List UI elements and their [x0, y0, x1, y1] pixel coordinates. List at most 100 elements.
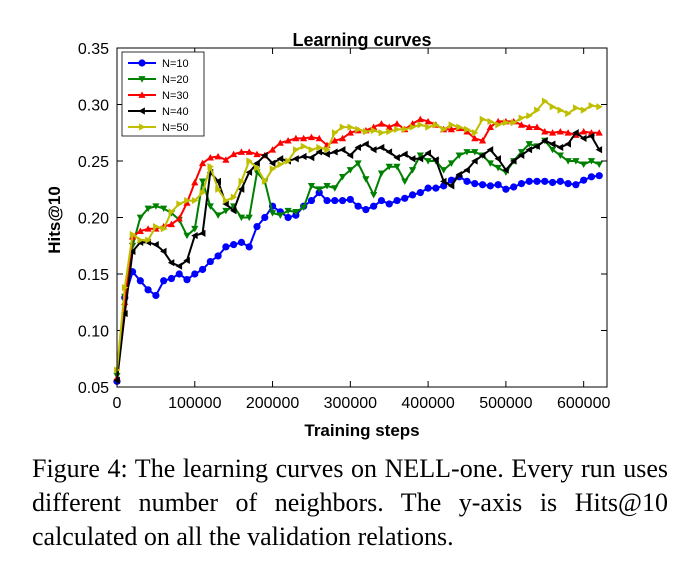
legend-marker — [139, 123, 146, 131]
data-point — [587, 173, 596, 181]
data-point — [145, 236, 152, 244]
data-point — [128, 247, 136, 255]
data-point — [564, 180, 572, 188]
data-point — [478, 137, 487, 144]
data-point — [596, 103, 603, 111]
data-point — [214, 252, 222, 260]
data-point — [223, 196, 230, 205]
data-point — [237, 185, 245, 193]
data-point — [517, 121, 526, 128]
data-point — [261, 177, 269, 185]
data-point — [377, 143, 385, 152]
y-tick-label: 0.05 — [78, 380, 109, 397]
data-point — [433, 121, 440, 129]
data-point — [471, 129, 479, 137]
data-point — [253, 150, 261, 158]
data-point — [198, 178, 207, 185]
data-point — [486, 182, 494, 190]
legend-marker — [138, 76, 146, 83]
data-point — [136, 227, 144, 234]
data-point — [339, 123, 347, 131]
data-point — [253, 159, 260, 167]
data-point — [385, 163, 393, 171]
data-point — [167, 274, 176, 283]
data-point — [331, 129, 339, 137]
data-point — [533, 177, 541, 185]
data-point — [464, 125, 471, 133]
data-point — [324, 146, 331, 154]
data-point — [385, 148, 393, 156]
data-point — [401, 125, 409, 133]
y-tick-label: 0.30 — [78, 98, 109, 115]
data-point — [525, 146, 533, 154]
data-point — [346, 129, 354, 136]
data-point — [565, 109, 572, 118]
data-point — [121, 309, 128, 318]
data-point — [129, 230, 137, 239]
data-point — [408, 155, 416, 163]
y-axis-label: Hits@10 — [45, 186, 64, 254]
data-point — [463, 177, 471, 185]
data-point — [440, 167, 448, 174]
data-point — [144, 286, 152, 294]
data-point — [230, 150, 238, 158]
series-line — [116, 131, 601, 381]
data-point — [548, 146, 557, 154]
data-point — [525, 177, 533, 185]
x-tick-label: 400000 — [401, 395, 454, 412]
data-point — [136, 277, 144, 285]
data-point — [541, 128, 549, 135]
plot-frame — [116, 47, 608, 388]
data-point — [160, 225, 168, 233]
data-point — [463, 166, 470, 174]
data-point — [346, 151, 354, 159]
figure-caption: Figure 4: The learning curves on NELL-on… — [32, 454, 668, 551]
plot-area: 0 100000 200000 300000 400000 500000 600000 0.0… — [78, 41, 611, 412]
data-point — [448, 121, 456, 129]
legend-label: N=10 — [162, 58, 189, 70]
data-point — [526, 112, 533, 120]
data-point — [377, 196, 386, 205]
legend-marker — [138, 59, 146, 67]
data-point — [377, 170, 386, 178]
data-point — [587, 158, 596, 165]
data-point — [416, 189, 424, 197]
data-point — [517, 180, 526, 188]
data-point — [549, 103, 557, 111]
y-tick-label: 0.20 — [78, 211, 109, 228]
data-point — [284, 137, 292, 144]
series-n-40 — [113, 129, 603, 384]
data-point — [191, 196, 199, 205]
data-point — [556, 152, 564, 159]
data-point — [347, 123, 354, 131]
chart-title: Learning curves — [292, 30, 431, 50]
data-point — [237, 214, 246, 222]
data-point — [338, 134, 347, 142]
data-point — [478, 151, 486, 159]
data-point — [191, 231, 198, 240]
data-point — [300, 142, 308, 150]
data-point — [533, 123, 541, 130]
data-point — [416, 152, 424, 159]
data-point — [254, 164, 261, 172]
data-point — [121, 283, 129, 292]
data-point — [471, 157, 478, 165]
data-point — [237, 238, 246, 246]
data-point — [486, 123, 494, 130]
data-point — [323, 182, 331, 190]
series-n-30 — [113, 115, 603, 381]
data-point — [292, 208, 300, 216]
data-point — [440, 177, 447, 185]
data-point — [230, 193, 238, 201]
data-point — [354, 160, 362, 167]
data-point — [222, 243, 230, 251]
data-point — [308, 146, 316, 154]
series-n-50 — [114, 97, 603, 374]
legend-item: N=30 — [128, 90, 189, 102]
data-point — [323, 150, 330, 158]
data-point — [144, 225, 152, 232]
data-point — [417, 121, 424, 129]
data-point — [556, 177, 564, 185]
data-point — [471, 149, 479, 156]
learning-curves-chart: Learning curves Hits@10 Training steps 0… — [45, 30, 611, 440]
